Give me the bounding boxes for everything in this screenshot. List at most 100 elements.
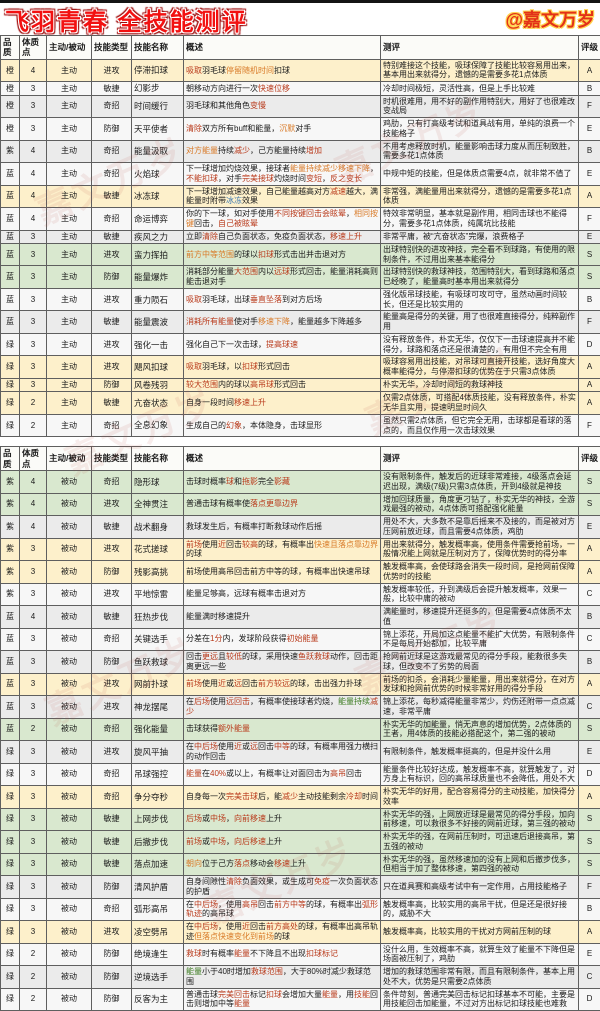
plain-text: 普通击球有概率使	[186, 499, 250, 508]
cell-rating: D	[579, 763, 600, 786]
cell-constitution-points: 3	[20, 311, 47, 334]
plain-text: 或	[242, 742, 250, 751]
cell-skill-type: 奇招	[92, 163, 132, 186]
cell-rating: F	[579, 876, 600, 899]
highlighted-text: 减少	[234, 146, 250, 155]
cell-overview: 吸取羽毛球，以扣球形式回击	[184, 356, 381, 379]
plain-text: ，能量越多下降越多	[290, 317, 362, 326]
cell-constitution-points: 3	[20, 230, 47, 243]
cell-active-passive: 被动	[47, 943, 92, 966]
cell-quality: 蓝	[1, 673, 20, 696]
plain-text: 内的球以	[218, 380, 250, 389]
cell-review: 用处不大，大多数不是靠后摇来不及接的，而是被对方压网前放近球，而且需要4点体质，…	[381, 516, 579, 539]
cell-constitution-points: 4	[20, 516, 47, 539]
cell-review: 触发概率高，比较实用的高吊干扰，但是还是很好接的，威胁不大	[381, 898, 579, 921]
cell-quality: 绿	[1, 853, 20, 876]
cell-overview: 前场或中场，向后移速上升	[184, 831, 381, 854]
plain-text: 击球时概率	[186, 477, 226, 486]
cell-quality: 蓝	[1, 163, 20, 186]
column-header-row: 品质体质点主动/被动技能类型技能名称概述测评评级	[1, 447, 600, 471]
plain-text: 上升	[266, 814, 282, 823]
cell-rating: A	[579, 538, 600, 561]
cell-skill-type: 防御	[92, 966, 132, 989]
cell-quality: 蓝	[1, 696, 20, 719]
column-header: 体质点	[20, 447, 47, 471]
cell-rating: D	[579, 988, 600, 1011]
plain-text: 自身每一次	[186, 792, 226, 801]
highlighted-text: 清除	[186, 124, 202, 133]
cell-overview: 在中后场，使用近回击前方高处的球，有概率出高吊轨迹但落点快速变化到前场的球	[184, 921, 381, 944]
plain-text: 对手	[295, 124, 311, 133]
highlighted-text: 移速下降	[258, 317, 290, 326]
highlighted-text: 高吊球	[250, 380, 274, 389]
cell-skill-type: 敏捷	[92, 185, 132, 208]
cell-active-passive: 被动	[47, 988, 92, 1011]
highlighted-text: 移速	[274, 859, 290, 868]
cell-rating: A	[579, 786, 600, 809]
highlighted-text: 后场	[194, 697, 210, 706]
plain-text: 或	[226, 679, 234, 688]
cell-quality: 蓝	[1, 628, 20, 651]
cell-overview: 自身一段时间移速上升	[184, 392, 381, 415]
cell-constitution-points: 3	[20, 561, 47, 584]
cell-active-passive: 被动	[47, 718, 92, 741]
highlighted-text: 免疫	[314, 877, 330, 886]
cell-skill-type: 敏捷	[92, 606, 132, 629]
cell-skill-name: 旋风平抽	[132, 741, 184, 764]
plain-text: 形式回击	[258, 362, 290, 371]
cell-overview: 后场或中场，向前移速上升	[184, 808, 381, 831]
cell-review: 强化版吊球技能，有吸球可攻可守，虽然动画时间较长，但还是比较实用的	[381, 288, 579, 311]
cell-rating: B	[579, 898, 600, 921]
cell-rating: S	[579, 266, 600, 289]
cell-rating: A	[579, 561, 600, 584]
plain-text: 强化自己下一次击球，	[186, 340, 266, 349]
highlighted-text: 前方中等范围	[186, 250, 234, 259]
cell-review: 特效非常明显，基本就是副作用，相同击球也不能得分，需要多花1点体质，纯属坑比技能	[381, 208, 579, 231]
cell-skill-type: 防御	[92, 378, 132, 391]
cell-constitution-points: 2	[20, 988, 47, 1011]
cell-overview: 消耗所有能量使对手移速下降，能量越多下降越多	[184, 311, 381, 334]
highlighted-text: 快速且落点靠边界	[314, 540, 378, 549]
plain-text: 完全	[258, 477, 274, 486]
cell-review: 时机很难用，用不好的副作用特别大，用好了也很难改变战局	[381, 95, 579, 118]
cell-overview: 吸取羽毛球，出球垂直坠落到对方后场	[184, 288, 381, 311]
cell-skill-name: 命运博弈	[132, 208, 184, 231]
highlighted-text: 前方高处	[266, 922, 298, 931]
highlighted-text: 能量	[322, 990, 338, 999]
cell-skill-type: 奇招	[92, 898, 132, 921]
cell-rating: B	[579, 606, 600, 629]
cell-skill-name: 蛮力挥拍	[132, 243, 184, 266]
cell-rating: C	[579, 966, 600, 989]
section-gap-cell	[1, 437, 600, 447]
highlighted-text: 扣球	[258, 250, 274, 259]
cell-review: 不用考虑释放时机，能量影响击球力度从而压制致胜，需要多花1点体质	[381, 140, 579, 163]
highlighted-text: 扣球	[242, 362, 258, 371]
cell-skill-name: 冰冻球	[132, 185, 184, 208]
cell-active-passive: 主动	[47, 243, 92, 266]
plain-text: 自己负面状态，免疫负面状态，	[218, 232, 330, 241]
cell-quality: 蓝	[1, 606, 20, 629]
cell-active-passive: 被动	[47, 471, 92, 494]
cell-constitution-points: 3	[20, 898, 47, 921]
highlighted-text: 近	[242, 922, 250, 931]
cell-overview: 在中后场，使用高吊回击前方中等的球，有概率出弧形轨迹的高吊球	[184, 898, 381, 921]
highlighted-text: 向后移速	[234, 837, 266, 846]
cell-quality: 紫	[1, 493, 20, 516]
cell-quality: 蓝	[1, 208, 20, 231]
cell-review: 朴实无华的强，虽然移速加的没有上网和后撤步伐多，但相当于加了整体移速，第四强的被…	[381, 853, 579, 876]
plain-text: 回击	[250, 922, 266, 931]
cell-skill-name: 全神贯注	[132, 493, 184, 516]
cell-skill-name: 关键选手	[132, 628, 184, 651]
highlighted-text: 中后场	[194, 900, 218, 909]
highlighted-text: 移速上升	[234, 398, 266, 407]
highlighted-text: 提高球速	[266, 340, 298, 349]
cell-skill-type: 防御	[92, 561, 132, 584]
cell-constitution-points: 2	[20, 943, 47, 966]
cell-skill-type: 防御	[92, 651, 132, 674]
cell-constitution-points: 3	[20, 853, 47, 876]
cell-constitution-points: 3	[20, 266, 47, 289]
cell-rating: C	[579, 583, 600, 606]
